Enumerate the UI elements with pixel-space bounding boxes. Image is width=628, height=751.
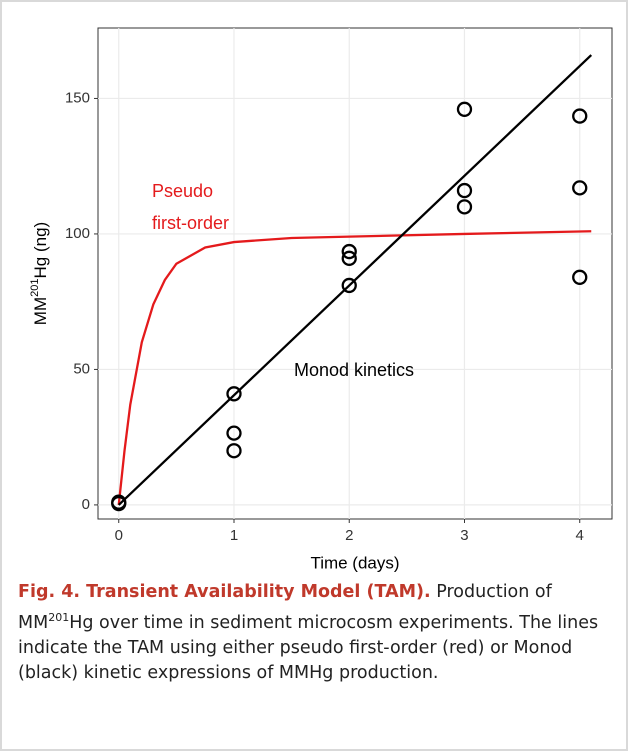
point [456, 199, 473, 215]
point [226, 386, 242, 402]
caption: Fig. 4. Transient Availability Model (TA… [18, 580, 610, 686]
y-tick-label: 100 [65, 225, 90, 242]
caption-title: Fig. 4. Transient Availability Model (TA… [18, 582, 431, 602]
caption-text: Production of MM [18, 582, 552, 633]
point [341, 250, 357, 266]
y-tick-label: 150 [65, 89, 90, 106]
point [341, 243, 357, 260]
point [226, 443, 242, 459]
y-tick-label: 50 [73, 360, 90, 377]
x-axis-label: Time (days) [310, 553, 399, 572]
x-tick-label: 0 [115, 527, 123, 544]
x-tick-label: 3 [460, 527, 468, 544]
point [572, 108, 588, 124]
point [341, 277, 357, 294]
point [456, 182, 473, 199]
caption-text: Hg over time in sediment microcosm exper… [18, 612, 599, 683]
caption-sup: 201 [48, 611, 70, 624]
y-axis-label-rest: Hg (ng) [31, 222, 50, 279]
y-axis-label-sup: 201 [29, 279, 41, 297]
y-axis-label: MM201Hg (ng) [29, 222, 51, 325]
point [572, 180, 588, 196]
plot-background [97, 27, 613, 520]
y-axis-label-main: MM [31, 297, 50, 325]
line [117, 54, 593, 506]
annotation: Pseudo [152, 181, 213, 201]
point [456, 101, 473, 117]
x-tick-label: 1 [230, 527, 238, 544]
annotation: first-order [152, 213, 229, 233]
x-tick-label: 4 [576, 527, 584, 544]
annotation: Monod kinetics [294, 360, 414, 380]
x-tick-label: 2 [345, 527, 353, 544]
point [226, 425, 242, 441]
point [572, 269, 588, 285]
line [117, 230, 592, 506]
point [111, 494, 127, 510]
y-tick-label: 0 [82, 496, 90, 513]
chart: 0 50 100 150 0 1 2 3 4 Time (days) MM201Hg (ng) Pse… [29, 27, 613, 572]
